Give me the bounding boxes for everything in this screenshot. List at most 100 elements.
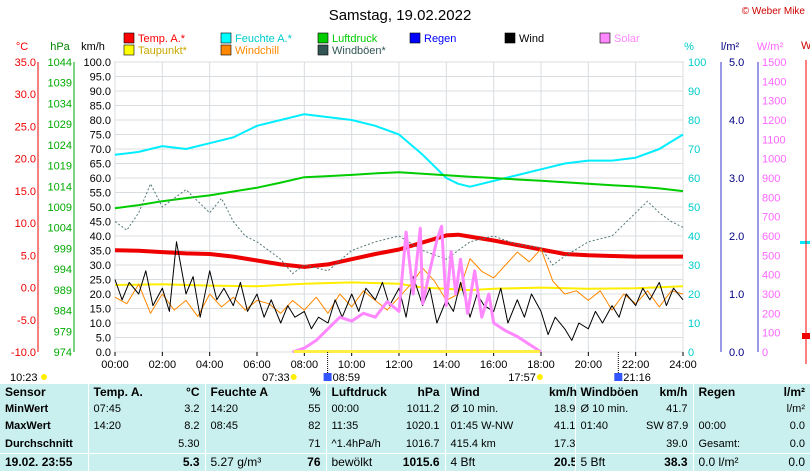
gust-value: SW 87.9	[646, 420, 689, 433]
temp-tick-label: 20.0	[15, 154, 36, 166]
humidity-tick-label: 60	[688, 173, 700, 185]
humidity-tick-label: 80	[688, 115, 700, 127]
solar-tick-label: 400	[762, 270, 780, 282]
sunset-icon	[536, 374, 543, 380]
stats-row-average: Durchschnitt 5.30 71 ^1.4hPa/h 1016.7 41…	[0, 435, 810, 454]
humidity-value: 71	[308, 437, 321, 450]
wind-tick-label: 70.0	[90, 144, 111, 156]
humidity-tick-label: 90	[688, 86, 700, 98]
partial-legend-label: W	[801, 40, 810, 52]
humidity-unit-header: %	[309, 385, 321, 400]
x-tick-label: 10:00	[338, 359, 366, 371]
rain-value: 0.0	[789, 437, 805, 450]
temp-tick-label: 0.0	[21, 283, 36, 295]
legend-swatch	[504, 32, 516, 44]
gust-desc: Ø 10 min.	[574, 401, 641, 419]
chart-legend: Temp. A.* Feuchte A.* Luftdruck Regen Wind So…	[123, 32, 640, 57]
solar-axis-unit: W/m²	[757, 41, 784, 53]
rain-axis-unit: l/m²	[721, 41, 740, 53]
wind-tick-label: 50.0	[90, 202, 111, 214]
wind-tick-label: 25.0	[90, 275, 111, 287]
pressure-time: 11:35	[325, 418, 392, 436]
wind-axis-unit: km/h	[81, 41, 105, 53]
temp-value: 5.3	[148, 452, 205, 471]
wind-value: 41.1	[554, 420, 575, 433]
moon-icon	[323, 373, 332, 381]
gust-value: 38.3	[641, 452, 693, 471]
wind-header: Wind	[444, 384, 549, 402]
legend-swatch	[123, 32, 135, 44]
rain-desc: Gesamt:	[692, 435, 757, 454]
series-line-temp-a	[114, 232, 683, 269]
pressure-tick-label: 1034	[48, 98, 72, 110]
legend-label: Regen	[424, 33, 456, 45]
gust-value: 41.7	[666, 403, 688, 416]
pressure-tick-label: 1004	[48, 223, 72, 235]
solar-tick-label: 1300	[762, 96, 786, 108]
gust-header: Windböen	[574, 384, 641, 402]
wind-tick-label: 45.0	[90, 217, 111, 229]
wind-tick-label: 20.0	[90, 289, 111, 301]
gust-desc	[574, 435, 641, 454]
temp-value: 3.2	[184, 403, 200, 416]
pressure-trend: ^1.4hPa/h	[325, 435, 392, 454]
humidity-tick-label: 10	[688, 318, 700, 330]
humidity-tick-label: 70	[688, 144, 700, 156]
chart-title: Samstag, 19.02.2022	[329, 7, 472, 24]
x-tick-label: 04:00	[196, 359, 224, 371]
pressure-tick-label: 979	[54, 326, 72, 338]
wind-value: 18.9	[554, 403, 575, 416]
sun-icon	[41, 374, 47, 380]
partial-cyan-bar	[800, 241, 810, 244]
x-tick-label: 18:00	[527, 359, 555, 371]
rain-tick-label: 5.0	[729, 57, 744, 69]
solar-tick-label: 1400	[762, 76, 786, 88]
wind-tick-label: 55.0	[90, 188, 111, 200]
rain-desc	[692, 401, 757, 419]
pressure-tick-label: 1029	[48, 119, 72, 131]
wind-tick-label: 75.0	[90, 130, 111, 142]
wind-desc: 01:45 W-NW	[444, 418, 549, 436]
gust-value: 39.0	[666, 437, 688, 450]
solar-tick-label: 600	[762, 231, 780, 243]
series-line-solar	[292, 224, 542, 354]
wind-tick-label: 80.0	[90, 115, 111, 127]
wind-tick-label: 0.0	[96, 347, 111, 359]
pressure-tick-label: 974	[54, 347, 72, 359]
x-tick-label: 02:00	[149, 359, 177, 371]
legend-label: Feuchte A.*	[235, 33, 293, 45]
solar-tick-label: 100	[762, 328, 780, 340]
stats-row-max: MaxWert 14:20 8.2 08:45 82 11:35 1020.1 …	[0, 418, 810, 436]
sensor-header: Sensor	[5, 385, 46, 400]
solar-tick-label: 1200	[762, 115, 786, 127]
gust-desc: 5 Bft	[574, 452, 641, 471]
rain-value: 0.0	[757, 452, 810, 471]
stats-row-min: MinWert 07:45 3.2 14:20 55 00:00 1011.2 …	[0, 401, 810, 419]
humidity-value: 55	[308, 403, 321, 416]
pressure-axis-unit: hPa	[50, 41, 70, 53]
temp-tick-label: -5.0	[17, 315, 36, 327]
legend-swatch	[317, 32, 329, 44]
wind-tick-label: 90.0	[90, 86, 111, 98]
wind-tick-label: 65.0	[90, 159, 111, 171]
humidity-tick-label: 50	[688, 202, 700, 214]
humidity-value: 76	[269, 452, 326, 471]
row-label: MaxWert	[5, 420, 51, 433]
daylight-bar	[293, 350, 540, 353]
humidity-time: 08:45	[204, 418, 269, 436]
wind-tick-label: 35.0	[90, 246, 111, 258]
solar-tick-label: 200	[762, 308, 780, 320]
pressure-tick-label: 994	[54, 264, 72, 276]
pressure-value: 1011.2	[406, 403, 440, 416]
rain-tick-label: 2.0	[729, 231, 744, 243]
legend-label: Temp. A.*	[138, 33, 186, 45]
humidity-axis-unit: %	[684, 41, 694, 53]
event-time-label: 08:59	[333, 372, 361, 384]
x-tick-label: 16:00	[480, 359, 508, 371]
x-tick-label: 14:00	[433, 359, 461, 371]
humidity-header: Feuchte A.	[204, 384, 269, 402]
wind-tick-label: 100.0	[83, 57, 111, 69]
current-time-label: 10:23	[10, 372, 38, 384]
rain-tick-label: 1.0	[729, 289, 744, 301]
rain-desc: 00:00	[692, 418, 757, 436]
